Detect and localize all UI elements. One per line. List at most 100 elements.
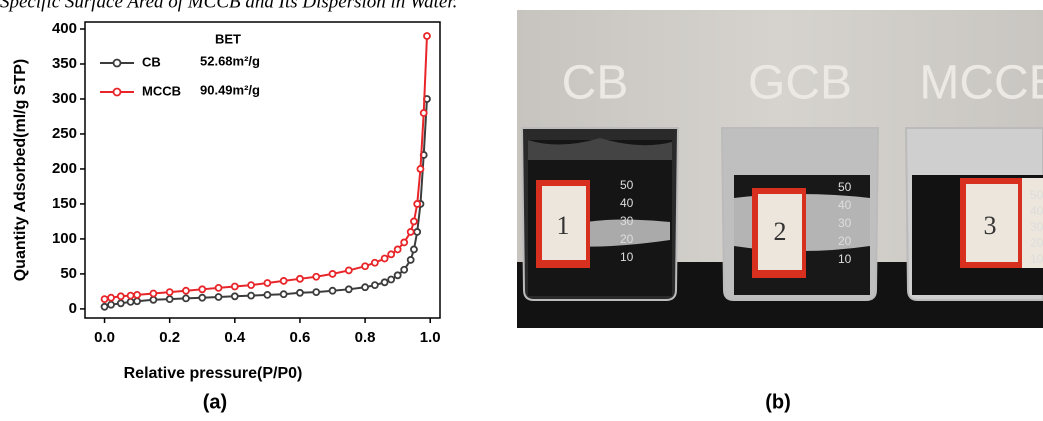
data-point [149, 289, 158, 298]
y-tick-label: 150 [52, 195, 77, 212]
data-point [328, 286, 337, 295]
data-point [410, 217, 418, 226]
y-tick-label: 400 [52, 20, 77, 37]
y-tick-label: 50 [60, 265, 77, 282]
x-tick-label: 0.8 [355, 329, 376, 346]
legend-label: MCCB [142, 83, 181, 98]
scale-mark: 40 [838, 198, 852, 212]
legend-label: CB [142, 54, 161, 69]
y-axis-title: Quantity Adsorbed(ml/g STP) [12, 59, 29, 282]
scale-mark: 50 [620, 178, 634, 192]
sample-label: MCCB [919, 57, 1043, 110]
data-point [387, 250, 396, 259]
scale-mark: 30 [1030, 220, 1043, 234]
data-point [198, 293, 207, 302]
data-point [165, 295, 174, 304]
data-point [406, 256, 415, 264]
beaker-3 [904, 127, 1043, 301]
panel-label: (a) [203, 391, 227, 413]
axes-frame [84, 21, 441, 319]
data-point [400, 265, 409, 274]
x-axis-title: Relative pressure(P/P0) [124, 365, 303, 382]
data-point [133, 291, 142, 299]
legend-marker [112, 58, 122, 68]
data-point [328, 270, 337, 278]
scale-mark: 10 [620, 250, 634, 264]
beaker-number: 1 [557, 211, 570, 240]
beaker-1 [520, 127, 680, 301]
data-point [100, 295, 109, 304]
data-point [406, 228, 415, 236]
data-point [370, 258, 379, 267]
scale-mark: 20 [620, 232, 634, 246]
data-point [263, 279, 272, 287]
data-point [182, 286, 190, 295]
caption: Specific Surface Area of MCCB and Its Di… [0, 0, 457, 12]
data-point [361, 283, 369, 292]
legend-bet: 90.49m²/g [200, 82, 260, 97]
scale-mark: 10 [838, 252, 852, 266]
data-point [419, 109, 428, 117]
data-point [410, 245, 418, 254]
y-tick-label: 300 [52, 90, 77, 107]
data-point [416, 165, 425, 173]
data-point [247, 281, 256, 290]
photo [517, 10, 1043, 328]
plot-area [84, 21, 441, 319]
scale-mark: 50 [838, 180, 852, 194]
data-point [214, 284, 223, 292]
data-point [247, 291, 256, 300]
data-point [312, 272, 321, 281]
series-line [104, 35, 428, 301]
y-tick-label: 0 [69, 300, 77, 317]
sample-label: GCB [748, 57, 852, 110]
data-point [344, 285, 353, 294]
data-point [312, 288, 321, 297]
data-point [296, 288, 304, 297]
x-tick-label: 0.4 [224, 329, 246, 346]
beaker-2 [720, 127, 880, 301]
panel-label: (b) [765, 391, 791, 413]
data-point [116, 299, 125, 308]
sample-label: CB [562, 57, 629, 110]
scale-mark: 40 [620, 196, 634, 210]
y-tick-label: 100 [52, 230, 77, 247]
data-point [279, 290, 288, 299]
data-point [387, 275, 396, 284]
data-point [126, 298, 135, 306]
scale-mark: 40 [1030, 204, 1043, 218]
x-tick-label: 0.2 [159, 329, 180, 346]
data-point [370, 281, 379, 290]
data-point [413, 200, 422, 208]
scale-mark: 10 [1030, 252, 1043, 266]
data-point [413, 228, 422, 236]
x-tick-label: 0.6 [290, 329, 311, 346]
data-point [393, 245, 402, 254]
data-point [263, 291, 272, 299]
data-point [380, 278, 389, 287]
scale-mark: 30 [620, 214, 634, 228]
data-point [165, 288, 174, 297]
scale-mark: 20 [838, 234, 852, 248]
data-point [230, 292, 239, 301]
y-tick-label: 200 [52, 160, 77, 177]
x-tick-label: 1.0 [420, 329, 441, 346]
scale-mark: 20 [1030, 236, 1043, 250]
y-tick-label: 350 [52, 55, 77, 72]
data-point [279, 277, 288, 285]
data-point [344, 266, 353, 275]
data-point [116, 292, 125, 301]
scale-mark: 50 [1030, 188, 1043, 202]
data-point [380, 254, 389, 263]
data-point [107, 300, 115, 309]
beaker-number: 3 [984, 211, 997, 240]
data-point [393, 271, 402, 280]
legend-bet: 52.68m²/g [200, 53, 260, 68]
beaker-number: 2 [774, 217, 787, 246]
x-tick-label: 0.0 [94, 329, 115, 346]
data-point [423, 32, 431, 40]
data-point [182, 294, 190, 303]
data-point [149, 295, 158, 304]
data-point [133, 297, 142, 306]
